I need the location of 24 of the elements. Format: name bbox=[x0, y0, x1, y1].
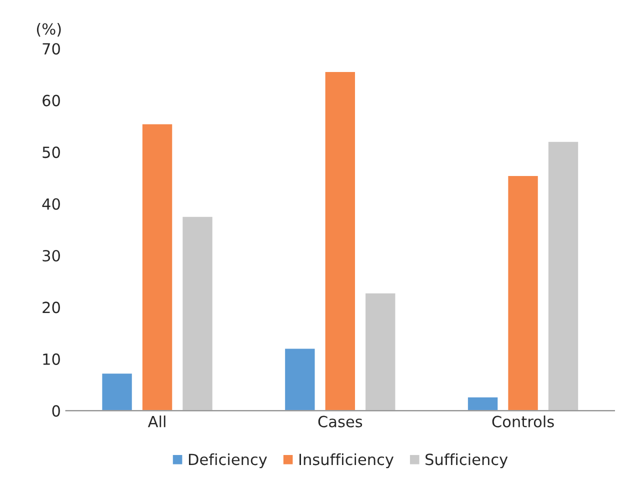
bar bbox=[506, 174, 540, 411]
y-tick-label: 50 bbox=[42, 146, 60, 158]
x-tick-label: All bbox=[148, 416, 166, 428]
x-tick-label: Cases bbox=[318, 416, 362, 428]
y-tick-label: 10 bbox=[43, 353, 60, 365]
y-tick-label: 70 bbox=[42, 43, 60, 55]
x-tick-label: Controls bbox=[492, 416, 554, 428]
bar bbox=[181, 215, 214, 411]
bar bbox=[364, 292, 397, 411]
y-tick-label: 0 bbox=[52, 405, 60, 417]
bar bbox=[141, 122, 174, 411]
y-tick-label: 30 bbox=[42, 250, 60, 262]
legend-label: Insufficiency bbox=[299, 453, 394, 468]
y-axis-title: (%) bbox=[36, 22, 61, 37]
bar bbox=[466, 396, 500, 411]
y-tick-label: 20 bbox=[42, 302, 60, 314]
legend-label: Deficiency bbox=[188, 453, 267, 468]
bar bbox=[284, 347, 316, 411]
bar bbox=[547, 140, 580, 411]
y-tick-label: 60 bbox=[42, 94, 60, 106]
y-tick-label: 40 bbox=[42, 198, 60, 210]
bar bbox=[324, 70, 356, 411]
legend-label: Sufficiency bbox=[426, 453, 508, 468]
bar bbox=[100, 372, 134, 411]
